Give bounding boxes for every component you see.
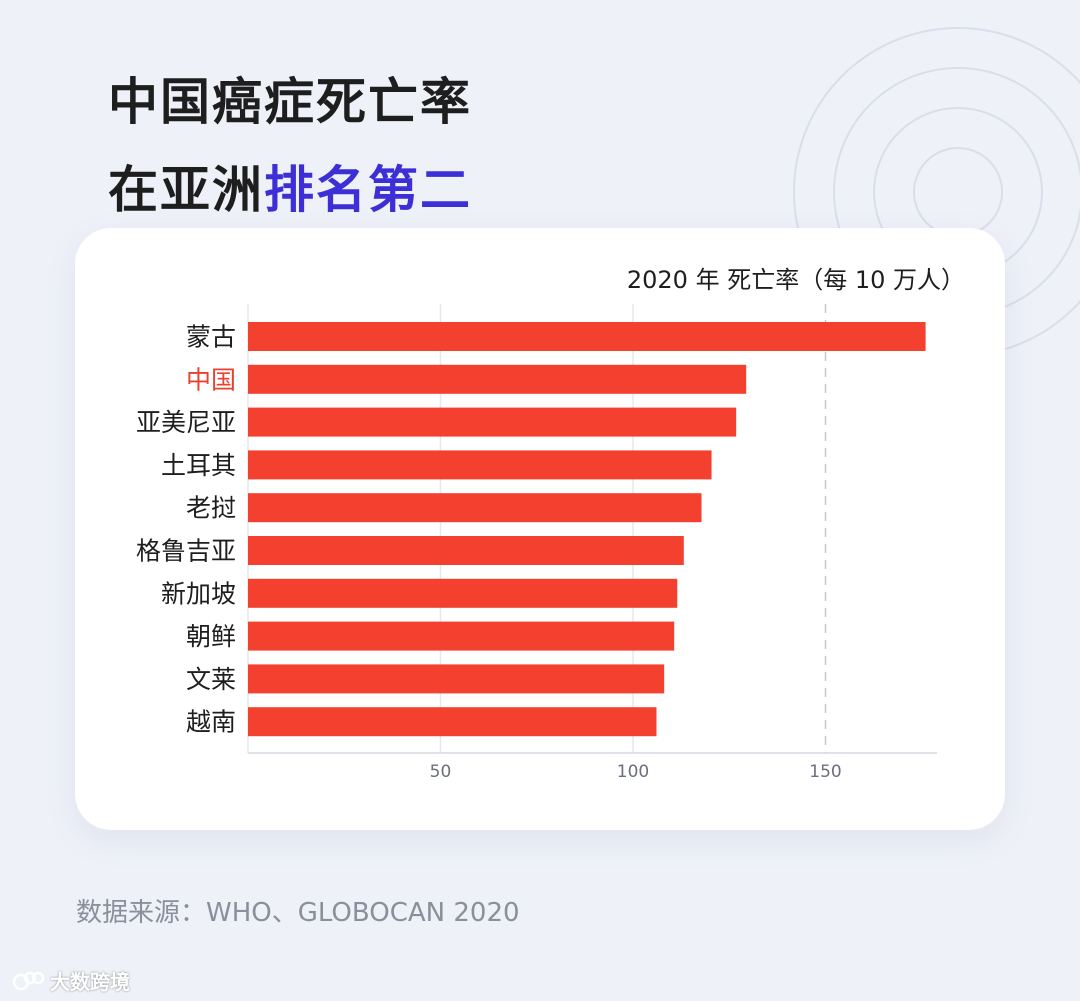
bar bbox=[248, 536, 684, 565]
category-label: 土耳其 bbox=[161, 451, 236, 480]
bar bbox=[248, 407, 737, 437]
bar bbox=[248, 450, 712, 480]
bar bbox=[248, 621, 675, 651]
x-tick-label: 150 bbox=[809, 762, 841, 782]
data-source: 数据来源：WHO、GLOBOCAN 2020 bbox=[76, 898, 520, 928]
chart-card: 2020 年 死亡率（每 10 万人） 50 100 150 蒙古中国亚美尼亚土耳其老… bbox=[75, 228, 1005, 830]
bar bbox=[248, 322, 926, 351]
page-title-line2: 在亚洲排名第二 bbox=[108, 150, 472, 222]
category-label: 格鲁吉亚 bbox=[136, 537, 236, 566]
bar bbox=[248, 664, 665, 694]
chart-title: 2020 年 死亡率（每 10 万人） bbox=[626, 266, 965, 294]
x-tick-label: 100 bbox=[617, 762, 649, 782]
title-prefix: 在亚洲 bbox=[108, 161, 264, 219]
bar bbox=[248, 578, 678, 608]
page-title-line1: 中国癌症死亡率 bbox=[108, 73, 472, 131]
bar bbox=[248, 364, 747, 394]
category-label: 越南 bbox=[186, 708, 236, 737]
category-label: 老挝 bbox=[186, 494, 236, 523]
brand-name: 大数跨境 bbox=[50, 970, 130, 994]
x-tick-label: 50 bbox=[430, 762, 452, 782]
category-label: 亚美尼亚 bbox=[136, 408, 236, 437]
category-label: 朝鲜 bbox=[186, 622, 236, 651]
category-label: 蒙古 bbox=[186, 323, 236, 352]
brand-logo-icon bbox=[12, 971, 45, 990]
title-highlight: 排名第二 bbox=[264, 161, 472, 219]
bar bbox=[248, 707, 657, 737]
brand-watermark: 大数跨境 bbox=[12, 966, 130, 995]
category-label: 新加坡 bbox=[161, 579, 236, 608]
category-label: 中国 bbox=[186, 365, 236, 394]
bar bbox=[248, 493, 702, 523]
category-label: 文莱 bbox=[186, 665, 236, 694]
